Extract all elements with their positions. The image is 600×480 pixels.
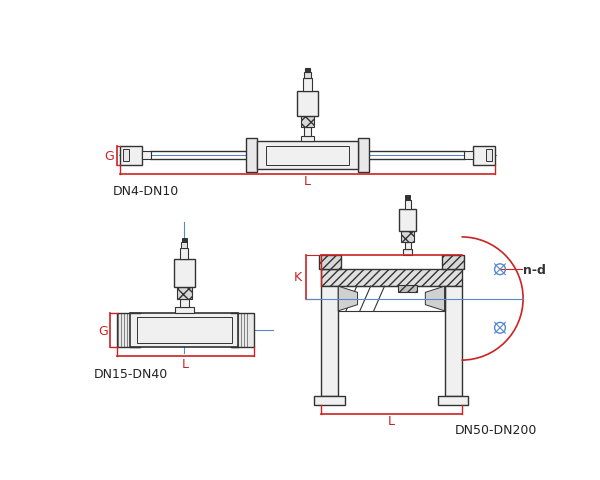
Bar bbox=[179, 300, 189, 307]
Bar bbox=[137, 317, 232, 344]
Bar bbox=[442, 256, 464, 270]
Bar bbox=[314, 396, 345, 405]
Bar bbox=[358, 139, 369, 173]
Bar bbox=[230, 313, 254, 348]
Bar bbox=[297, 92, 318, 117]
Bar bbox=[121, 147, 142, 165]
Bar bbox=[181, 249, 188, 260]
Bar bbox=[403, 250, 412, 256]
Text: DN50-DN200: DN50-DN200 bbox=[455, 423, 538, 436]
Bar bbox=[319, 256, 341, 270]
Text: L: L bbox=[182, 357, 188, 370]
Bar bbox=[404, 201, 410, 210]
Bar bbox=[305, 69, 310, 73]
Bar bbox=[338, 287, 445, 311]
Bar bbox=[176, 288, 192, 300]
Bar bbox=[399, 210, 416, 231]
Bar bbox=[116, 313, 140, 348]
Bar bbox=[266, 147, 349, 165]
Bar bbox=[257, 142, 358, 170]
Bar bbox=[301, 137, 314, 142]
Bar bbox=[486, 150, 493, 162]
Bar bbox=[464, 152, 473, 160]
Text: DN4-DN10: DN4-DN10 bbox=[113, 185, 179, 198]
Polygon shape bbox=[425, 287, 445, 311]
Text: L: L bbox=[304, 175, 311, 188]
Bar bbox=[322, 287, 338, 396]
Bar bbox=[301, 117, 314, 128]
Bar bbox=[401, 231, 414, 242]
Bar bbox=[437, 396, 469, 405]
Text: G: G bbox=[105, 149, 115, 162]
Text: L: L bbox=[388, 415, 395, 428]
Bar bbox=[303, 78, 312, 92]
Bar bbox=[405, 196, 410, 201]
Bar bbox=[142, 152, 151, 160]
Bar bbox=[181, 243, 187, 249]
Bar bbox=[182, 238, 187, 243]
Text: G: G bbox=[98, 324, 109, 337]
Text: DN15-DN40: DN15-DN40 bbox=[93, 367, 167, 380]
Bar bbox=[322, 270, 461, 287]
Bar bbox=[304, 128, 311, 137]
Text: n-d: n-d bbox=[523, 263, 546, 276]
Bar bbox=[445, 287, 461, 396]
Bar bbox=[304, 73, 311, 78]
Bar bbox=[246, 139, 257, 173]
Bar bbox=[404, 242, 410, 250]
Bar bbox=[123, 150, 129, 162]
Bar bbox=[473, 147, 494, 165]
Polygon shape bbox=[338, 287, 358, 311]
Bar bbox=[130, 313, 238, 348]
Text: K: K bbox=[294, 271, 302, 284]
Bar bbox=[175, 307, 194, 313]
Bar bbox=[398, 285, 417, 293]
Bar bbox=[173, 260, 195, 288]
